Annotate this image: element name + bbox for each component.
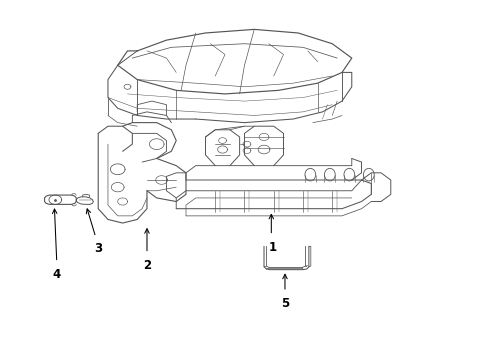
Text: 3: 3 — [94, 242, 102, 255]
Text: 4: 4 — [53, 268, 61, 281]
Text: 5: 5 — [280, 297, 288, 310]
Text: 1: 1 — [268, 241, 276, 254]
Text: 2: 2 — [142, 259, 151, 272]
